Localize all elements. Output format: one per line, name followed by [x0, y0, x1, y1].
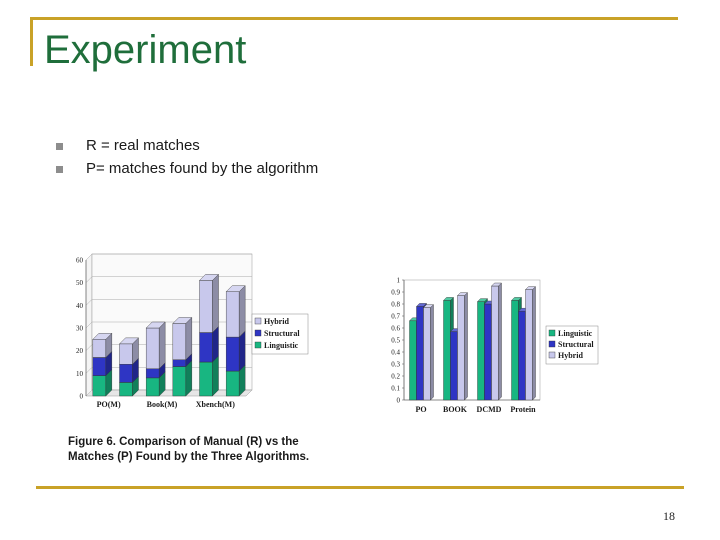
chart2-y-tick-label: 0.5	[391, 337, 400, 345]
chart2-y-tick-label: 0.9	[391, 289, 400, 297]
chart1-legend-box	[251, 313, 309, 355]
chart2-y-tick-label: 0.7	[391, 313, 400, 321]
chart1-legend-label: Hybrid	[264, 317, 289, 326]
grouped-bar-chart: 0 0.1 0.2 0.3 0.4 0.5 0.6 0.7 0.8 0.9 1 PO BOOK DCMD P…	[391, 277, 599, 414]
stacked-bar-chart: 0 10 20 30 40 50 60 PO(M) Book(M) Xbench(M) Hybrid…	[76, 253, 309, 409]
chart1-y-tick-label: 50	[76, 279, 84, 287]
chart1-gridline	[85, 321, 252, 329]
chart1-category-label: Xbench(M)	[196, 400, 235, 409]
chart1-gridline	[85, 367, 252, 374]
chart2-legend-label: Linguistic	[558, 329, 593, 338]
chart1-category-label: Book(M)	[147, 400, 178, 409]
square-bullet-icon	[56, 143, 63, 150]
square-bullet-icon	[56, 166, 63, 173]
figure-caption: Figure 6. Comparison of Manual (R) vs th…	[68, 436, 310, 463]
bullet-text: P= matches found by the algorithm	[86, 160, 319, 177]
chart2-category-label: DCMD	[477, 405, 502, 414]
chart1-bar-segment-hybrid	[92, 332, 113, 358]
title-frame-left	[30, 17, 33, 66]
chart2-y-tick-label: 0	[397, 397, 401, 405]
chart2-category-label: BOOK	[443, 405, 468, 414]
chart2-y-tick-label: 1	[397, 277, 401, 285]
chart1-gridline	[85, 344, 252, 351]
chart2-bar-hybrid	[423, 304, 434, 401]
chart2-legend-label: Hybrid	[558, 351, 583, 360]
chart1-bar-segment-hybrid	[172, 316, 193, 361]
chart2-legend-swatch	[548, 329, 556, 337]
chart1-gridline	[85, 389, 252, 397]
chart1-gridline	[85, 299, 252, 306]
footer-line	[36, 486, 684, 489]
chart2-bar-hybrid	[491, 282, 502, 401]
chart1-gridline	[85, 253, 252, 261]
chart1-y-tick-label: 20	[76, 347, 84, 355]
chart1-legend-swatch	[254, 317, 262, 325]
page-number: 18	[663, 509, 675, 523]
chart1-bar-segment-hybrid	[225, 285, 246, 338]
chart1-y-tick-label: 0	[80, 393, 84, 401]
chart1-legend-swatch	[254, 329, 262, 337]
chart2-legend-swatch	[548, 351, 556, 359]
chart2-bar-hybrid	[525, 286, 536, 401]
chart2-y-tick-label: 0.8	[391, 301, 400, 309]
title-frame-top	[30, 17, 678, 20]
chart1-bar-segment-hybrid	[199, 273, 219, 334]
chart2-y-tick-label: 0.1	[391, 385, 400, 393]
chart2-category-label: Protein	[510, 405, 536, 414]
chart1-y-tick-label: 60	[76, 257, 84, 265]
chart1-y-tick-label: 40	[76, 302, 84, 310]
chart2-y-tick-label: 0.6	[391, 325, 400, 333]
chart1-bar-segment-hybrid	[145, 321, 166, 370]
chart2-bar-hybrid	[457, 292, 468, 401]
bullet-text: R = real matches	[86, 137, 200, 154]
slide-title: Experiment	[44, 28, 247, 72]
chart1-legend-swatch	[254, 341, 262, 349]
chart1-y-tick-label: 30	[76, 325, 84, 333]
chart2-legend-label: Structural	[558, 340, 594, 349]
chart2-y-tick-label: 0.3	[391, 361, 400, 369]
chart2-y-tick-label: 0.2	[391, 373, 400, 381]
chart1-legend-label: Linguistic	[264, 341, 299, 350]
chart1-legend-label: Structural	[264, 329, 300, 338]
chart2-category-label: PO	[415, 405, 426, 414]
chart1-gridline	[85, 276, 252, 283]
chart2-legend-swatch	[548, 340, 556, 348]
chart1-bar-segment-hybrid	[119, 337, 139, 365]
chart2-y-tick-label: 0.4	[391, 349, 400, 357]
chart1-y-tick-label: 10	[76, 370, 84, 378]
chart1-category-label: PO(M)	[97, 400, 121, 409]
